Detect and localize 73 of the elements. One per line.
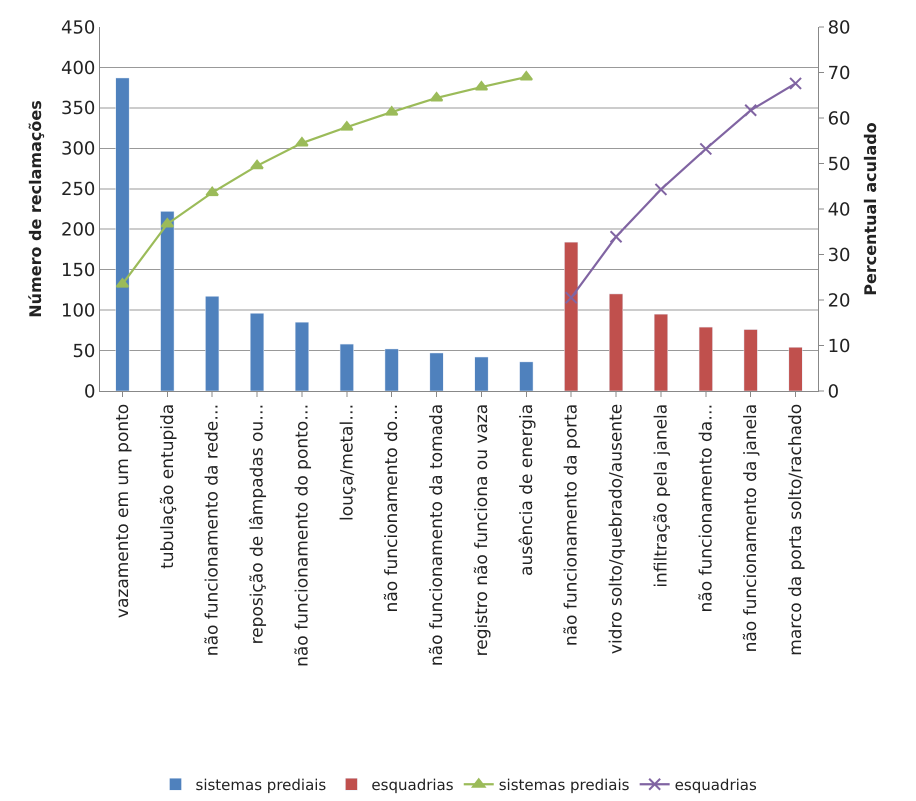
x-tick-label: não funcionamento da porta — [562, 404, 582, 646]
bar — [205, 296, 220, 391]
y-axis-title: Número de reclamações — [26, 100, 45, 318]
y2-tick-label: 80 — [828, 17, 851, 38]
point — [430, 92, 444, 102]
x-tick-label: vidro solto/quebrado/ausente — [606, 404, 627, 654]
x-tick-label: reposição de lâmpadas ou… — [248, 404, 268, 644]
bar — [564, 242, 578, 391]
x-tick-label: não funcionamento da rede… — [202, 404, 223, 656]
point — [295, 137, 309, 147]
x-tick-label: vazamento em um ponto — [112, 404, 133, 618]
x-tick-label: registro não funciona ou vaza — [472, 404, 492, 656]
point — [699, 142, 712, 156]
y-tick-label: 100 — [61, 300, 96, 322]
x-tick-label: marco da porta solto/rachado — [786, 404, 806, 656]
point — [384, 106, 398, 116]
y2-tick-label: 50 — [828, 154, 851, 175]
y-tick-label: 300 — [61, 138, 96, 160]
bar — [340, 344, 354, 391]
bar — [250, 313, 264, 391]
bar — [788, 347, 803, 391]
x-tick-label: não funcionamento do ponto… — [292, 404, 312, 667]
y-tick-label: 0 — [84, 381, 96, 402]
point — [340, 121, 354, 131]
legend-label: sistemas prediais — [196, 776, 326, 794]
y-tick-label: 350 — [61, 98, 96, 120]
y-tick-label: 50 — [72, 340, 96, 362]
point — [205, 186, 219, 196]
y-tick-label: 150 — [61, 260, 96, 281]
bar — [744, 329, 758, 391]
point — [520, 71, 534, 81]
bar — [430, 352, 444, 391]
bar — [115, 78, 130, 391]
point — [654, 182, 668, 196]
x-tick-label: não funcionamento do… — [382, 404, 402, 612]
y2-tick-label: 40 — [828, 199, 851, 220]
y-tick-label: 250 — [61, 179, 96, 200]
bar — [160, 211, 174, 391]
y2-axis-title: Percentual aculado — [861, 122, 880, 296]
point — [474, 81, 488, 91]
bar — [698, 326, 713, 391]
point — [116, 278, 130, 288]
point — [789, 76, 802, 90]
y2-tick-label: 30 — [828, 244, 851, 266]
bar — [609, 294, 624, 391]
bar — [294, 322, 309, 391]
x-tick-label: ausência de energia — [516, 404, 537, 576]
y2-tick-label: 20 — [828, 290, 851, 312]
legend-label: esquadrias — [371, 776, 454, 794]
x-tick-label: não funcionamento da tomada — [427, 404, 448, 666]
y2-tick-label: 0 — [828, 381, 840, 402]
point — [744, 104, 758, 117]
y-tick-label: 200 — [61, 220, 96, 241]
point — [564, 291, 578, 304]
legend-label: sistemas prediais — [498, 776, 630, 794]
x-tick-label: tubulação entupida — [158, 404, 178, 569]
x-tick-label: infiltração pela janela — [651, 404, 672, 588]
y2-tick-label: 10 — [828, 336, 851, 357]
point — [250, 160, 264, 170]
point — [160, 218, 174, 228]
y-tick-label: 400 — [61, 58, 96, 79]
x-tick-label: não funcionamento da… — [696, 404, 716, 612]
y-tick-label: 450 — [61, 17, 96, 38]
y2-tick-label: 70 — [828, 62, 851, 84]
x-tick-label: não funcionamento da janela — [741, 404, 762, 652]
legend-label: esquadrias — [674, 776, 757, 794]
bar — [474, 356, 488, 391]
x-tick-label: louça/metal… — [337, 404, 358, 522]
bar — [654, 314, 668, 391]
point — [610, 230, 623, 244]
bar — [519, 362, 534, 391]
y2-tick-label: 60 — [828, 108, 851, 130]
bar — [384, 348, 399, 391]
